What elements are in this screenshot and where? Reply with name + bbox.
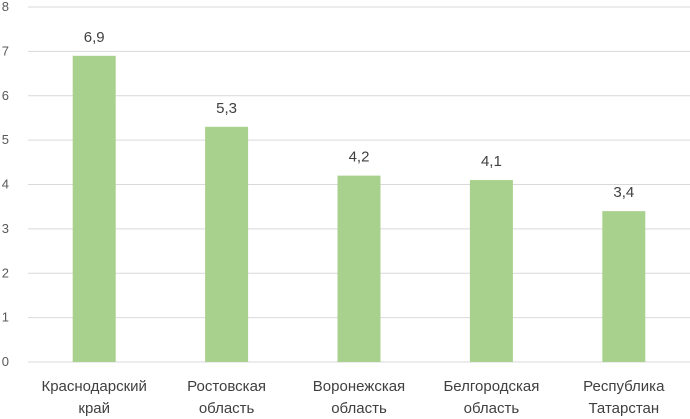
y-tick-label: 1 — [2, 310, 9, 325]
category-label-4-line-1: Татарстан — [588, 400, 659, 417]
category-label-0-line-0: Краснодарский — [41, 378, 146, 395]
bar-1 — [205, 126, 249, 362]
category-label-2-line-0: Воронежская — [313, 378, 405, 395]
category-label-3-line-1: область — [464, 400, 520, 417]
y-tick-label: 2 — [2, 265, 9, 280]
y-tick-label: 3 — [2, 221, 9, 236]
y-tick-label: 7 — [2, 43, 9, 58]
bar-0 — [72, 55, 116, 362]
bar-4 — [602, 211, 646, 362]
category-label-1-line-0: Ростовская — [187, 378, 266, 395]
x-axis-category-labels: Краснодарский край Ростовская область Вороне… — [41, 378, 665, 417]
bars — [72, 55, 646, 362]
data-label-4: 3,4 — [613, 184, 634, 201]
y-tick-label: 4 — [2, 177, 9, 192]
category-label-0-line-1: край — [78, 400, 110, 417]
bar-3 — [469, 180, 513, 362]
data-label-1: 5,3 — [216, 100, 237, 117]
y-tick-label: 8 — [2, 0, 9, 14]
data-label-2: 4,2 — [349, 149, 370, 166]
category-label-4-line-0: Республика — [583, 378, 665, 395]
y-tick-label: 6 — [2, 88, 9, 103]
category-label-1-line-1: область — [199, 400, 255, 417]
data-labels: 6,9 5,3 4,2 4,1 3,4 — [84, 29, 634, 201]
category-label-3-line-0: Белгородская — [443, 378, 539, 395]
bar-2 — [337, 175, 381, 362]
data-label-0: 6,9 — [84, 29, 105, 46]
data-label-3: 4,1 — [481, 153, 502, 170]
category-label-2-line-1: область — [331, 400, 387, 417]
y-axis-tick-labels: 0 1 2 3 4 5 6 7 8 — [2, 0, 9, 369]
y-tick-label: 5 — [2, 132, 9, 147]
y-tick-label: 0 — [2, 354, 9, 369]
